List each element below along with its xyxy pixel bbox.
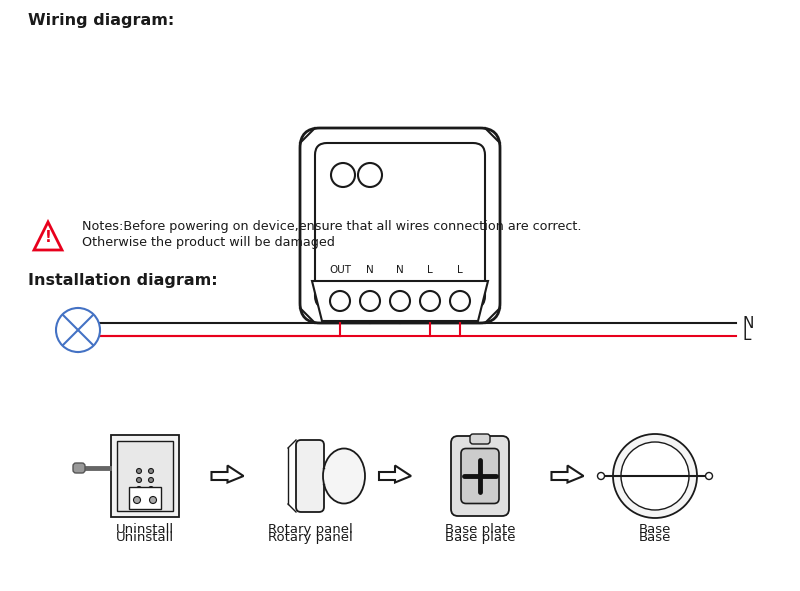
FancyBboxPatch shape	[73, 463, 85, 473]
Text: L: L	[742, 329, 750, 343]
Circle shape	[149, 495, 154, 501]
Circle shape	[149, 478, 154, 482]
Text: Wiring diagram:: Wiring diagram:	[28, 13, 174, 28]
Polygon shape	[379, 466, 411, 482]
Text: Uninstall: Uninstall	[116, 531, 174, 544]
Text: Installation diagram:: Installation diagram:	[28, 273, 218, 288]
Circle shape	[150, 496, 157, 504]
FancyBboxPatch shape	[129, 487, 161, 509]
Circle shape	[149, 469, 154, 473]
Text: L: L	[427, 265, 433, 275]
FancyBboxPatch shape	[300, 128, 500, 323]
Text: Base plate: Base plate	[445, 523, 515, 536]
Text: !: !	[45, 230, 51, 245]
Circle shape	[137, 486, 142, 492]
Circle shape	[390, 291, 410, 311]
Ellipse shape	[323, 449, 365, 504]
Circle shape	[330, 291, 350, 311]
Polygon shape	[34, 222, 62, 250]
Circle shape	[137, 495, 142, 501]
Text: Base plate: Base plate	[445, 531, 515, 544]
Circle shape	[56, 308, 100, 352]
FancyBboxPatch shape	[451, 436, 509, 516]
FancyBboxPatch shape	[117, 441, 173, 511]
Circle shape	[331, 163, 355, 187]
FancyBboxPatch shape	[111, 435, 179, 517]
FancyBboxPatch shape	[461, 449, 499, 504]
Polygon shape	[312, 281, 488, 321]
Text: Otherwise the product will be damaged: Otherwise the product will be damaged	[82, 236, 335, 249]
Text: Base: Base	[639, 523, 671, 536]
Circle shape	[360, 291, 380, 311]
Text: Uninstall: Uninstall	[116, 523, 174, 536]
FancyBboxPatch shape	[315, 143, 485, 308]
Text: Rotary panel: Rotary panel	[268, 531, 352, 544]
Circle shape	[706, 472, 713, 479]
Circle shape	[613, 434, 697, 518]
Polygon shape	[551, 466, 583, 482]
Polygon shape	[211, 466, 243, 482]
FancyBboxPatch shape	[296, 440, 324, 512]
Circle shape	[598, 472, 605, 479]
Text: Rotary panel: Rotary panel	[268, 523, 352, 536]
Circle shape	[137, 469, 142, 473]
Circle shape	[450, 291, 470, 311]
FancyBboxPatch shape	[470, 434, 490, 444]
Circle shape	[137, 478, 142, 482]
Circle shape	[134, 496, 141, 504]
Text: L: L	[457, 265, 463, 275]
Circle shape	[358, 163, 382, 187]
Circle shape	[621, 442, 689, 510]
Circle shape	[420, 291, 440, 311]
Text: N: N	[742, 316, 754, 330]
Text: N: N	[396, 265, 404, 275]
Text: N: N	[366, 265, 374, 275]
Circle shape	[149, 486, 154, 492]
Text: OUT: OUT	[329, 265, 351, 275]
Text: Base: Base	[639, 531, 671, 544]
Text: Notes:Before powering on device,ensure that all wires connection are correct.: Notes:Before powering on device,ensure t…	[82, 220, 582, 233]
